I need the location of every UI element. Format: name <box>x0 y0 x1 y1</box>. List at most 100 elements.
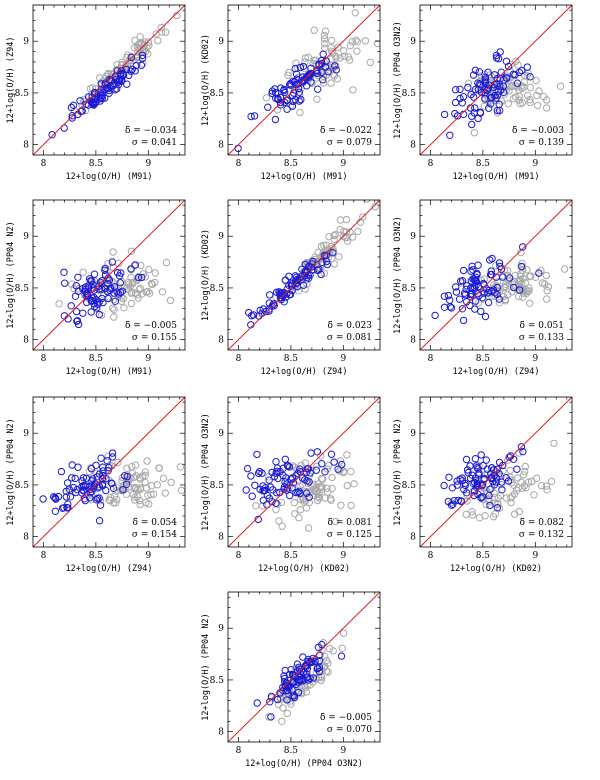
y-axis-label: 12+log(O/H) (PP04 O3N2) <box>201 413 211 531</box>
gray-point <box>348 38 356 46</box>
gray-point <box>489 513 498 521</box>
one-to-one-line <box>228 592 380 742</box>
gray-point <box>325 63 333 72</box>
blue-point <box>101 264 109 273</box>
blue-point <box>105 89 113 97</box>
blue-point <box>271 89 280 97</box>
x-axis-label: 12+log(O/H) (KD02) <box>258 564 350 574</box>
gray-point <box>296 91 304 100</box>
blue-point <box>285 272 293 280</box>
gray-point <box>292 59 300 67</box>
gray-point <box>349 233 357 241</box>
gray-point <box>525 287 533 295</box>
blue-point <box>502 474 510 482</box>
blue-point <box>67 302 75 310</box>
sigma-label: σ = 0.079 <box>327 138 372 148</box>
blue-point <box>108 453 117 461</box>
x-tick-label: 8.5 <box>476 354 491 364</box>
blue-point <box>99 463 107 471</box>
blue-point <box>279 683 287 691</box>
blue-point <box>496 48 504 56</box>
gray-point <box>153 481 162 489</box>
y-tick-label: 8.5 <box>210 284 225 294</box>
blue-point <box>243 464 252 473</box>
blue-point <box>266 698 274 706</box>
blue-point <box>95 310 104 319</box>
delta-label: δ̄ = −0.003 <box>512 126 564 136</box>
blue-point <box>459 266 468 275</box>
delta-label: δ̄ = −0.022 <box>320 126 372 136</box>
blue-point <box>315 657 324 665</box>
blue-point <box>248 492 256 500</box>
delta-label: δ̄ = 0.081 <box>328 518 372 528</box>
x-tick-label: 8 <box>428 159 434 169</box>
blue-point <box>87 297 96 305</box>
gray-point <box>131 493 139 501</box>
blue-point <box>470 491 478 500</box>
blue-point <box>268 498 276 506</box>
gray-point <box>335 253 343 261</box>
gray-point <box>506 466 514 475</box>
blue-point <box>459 316 468 325</box>
y-axis-label: 12+log(O/H) (PP04 N2) <box>6 221 16 328</box>
gray-point <box>550 439 558 448</box>
y-tick-label: 8 <box>410 533 416 543</box>
blue-point <box>95 285 103 293</box>
gray-point <box>105 496 113 504</box>
gray-point <box>157 23 166 32</box>
blue-point <box>66 493 75 501</box>
one-to-one-line <box>33 200 185 350</box>
gray-point <box>302 688 310 696</box>
gray-point <box>340 52 348 60</box>
blue-point <box>254 469 263 478</box>
x-tick-label: 8 <box>236 746 242 756</box>
blue-point <box>85 275 94 283</box>
blue-point <box>318 60 326 68</box>
gray-point <box>131 461 140 469</box>
panel-5: 8 8.5 9 8 8.5 9 12+log(O/H) (Z94) 12+log(O/H) (… <box>201 199 381 377</box>
blue-point <box>270 472 279 481</box>
y-tick-label: 8 <box>23 336 29 346</box>
plot-area <box>33 397 185 547</box>
gray-point <box>339 232 348 241</box>
blue-point <box>292 273 301 281</box>
gray-point <box>371 202 379 211</box>
blue-point <box>123 480 131 488</box>
blue-point <box>452 288 461 296</box>
blue-point <box>260 486 268 495</box>
blue-point <box>92 296 100 304</box>
blue-point <box>488 254 496 263</box>
blue-point <box>91 302 99 311</box>
blue-point <box>138 51 147 59</box>
blue-point <box>72 307 81 316</box>
blue-point <box>502 74 510 82</box>
blue-point <box>481 79 489 87</box>
x-tick-label: 8.5 <box>476 159 491 169</box>
blue-point <box>444 291 453 300</box>
x-axis-label: 12+log(O/H) (M91) <box>261 172 348 182</box>
gray-point <box>537 481 546 490</box>
gray-point <box>262 94 271 102</box>
blue-point <box>113 288 121 296</box>
gray-point <box>504 271 512 280</box>
gray-point <box>533 91 541 100</box>
blue-point <box>249 311 258 319</box>
y-axis-label: 12+log(O/H) (PP04 N2) <box>393 418 403 525</box>
gray-point <box>142 498 150 507</box>
x-tick-label: 9 <box>145 354 151 364</box>
gray-point <box>328 36 336 45</box>
y-axis-label: 12+log(O/H) (PP04 N2) <box>201 613 211 720</box>
blue-point <box>458 474 466 482</box>
gray-point <box>485 497 493 505</box>
gray-point <box>521 467 529 476</box>
blue-point <box>492 478 500 486</box>
sigma-label: σ = 0.133 <box>519 333 564 343</box>
gray-point <box>118 473 127 482</box>
gray-point <box>127 247 136 256</box>
blue-point <box>493 290 501 299</box>
blue-point <box>280 85 288 94</box>
gray-point <box>331 517 340 526</box>
gray-point <box>543 286 551 295</box>
blue-point <box>468 262 476 270</box>
gray-point <box>352 36 360 44</box>
